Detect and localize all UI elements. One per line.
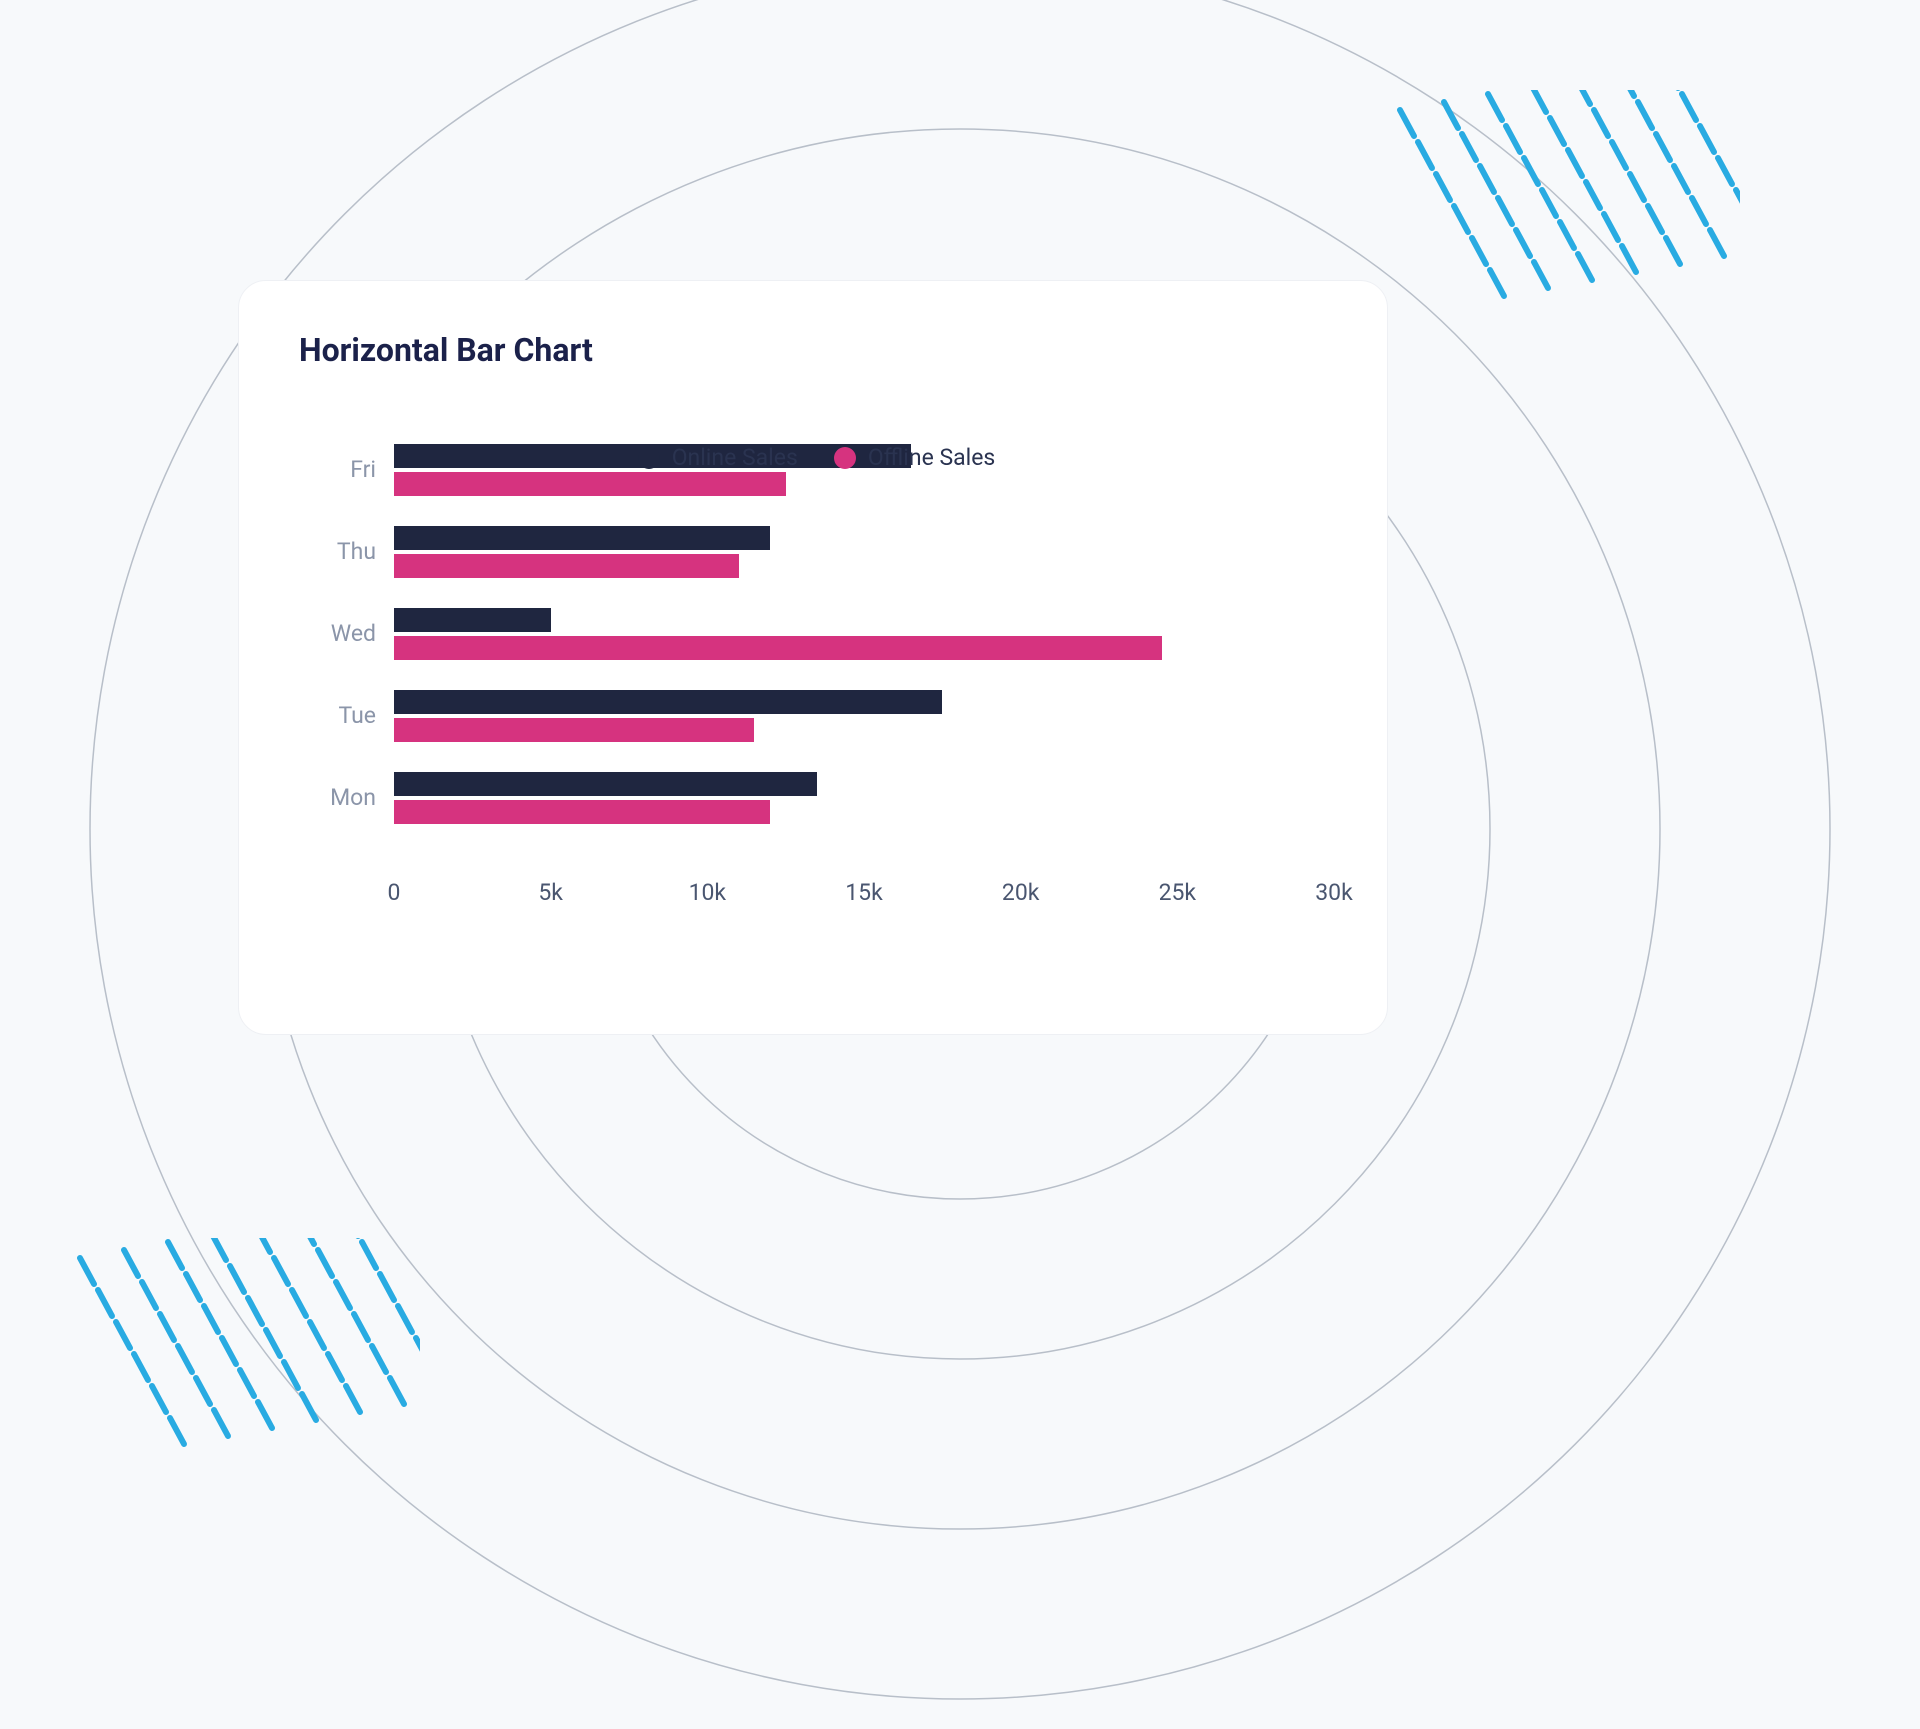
bar bbox=[394, 800, 770, 824]
bar bbox=[394, 690, 942, 714]
chart-card: Horizontal Bar Chart FriThuWedTueMon05k1… bbox=[238, 280, 1388, 1035]
x-axis-label: 20k bbox=[1002, 879, 1040, 906]
legend-label: Offline Sales bbox=[868, 444, 995, 471]
x-axis-label: 25k bbox=[1159, 879, 1197, 906]
x-axis-label: 15k bbox=[845, 879, 883, 906]
card-title: Horizontal Bar Chart bbox=[299, 331, 1327, 369]
decorative-dashes-top-right bbox=[1380, 90, 1740, 370]
bar bbox=[394, 472, 786, 496]
legend-item: Online Sales bbox=[638, 444, 798, 471]
x-axis-label: 0 bbox=[388, 879, 401, 906]
x-axis-label: 5k bbox=[538, 879, 563, 906]
y-axis-label: Tue bbox=[299, 702, 376, 729]
bar bbox=[394, 608, 551, 632]
legend-item: Offline Sales bbox=[834, 444, 995, 471]
legend-swatch-icon bbox=[638, 447, 660, 469]
y-axis-label: Wed bbox=[299, 620, 376, 647]
bar bbox=[394, 554, 739, 578]
legend-label: Online Sales bbox=[672, 444, 798, 471]
bar bbox=[394, 772, 817, 796]
bar bbox=[394, 636, 1162, 660]
y-axis-label: Thu bbox=[299, 538, 376, 565]
legend-swatch-icon bbox=[834, 447, 856, 469]
chart-legend: Online Sales Offline Sales bbox=[299, 444, 1334, 475]
y-axis-label: Mon bbox=[299, 784, 376, 811]
bar bbox=[394, 526, 770, 550]
chart-plot-area: FriThuWedTueMon05k10k15k20k25k30kOnline … bbox=[299, 444, 1334, 984]
bar bbox=[394, 718, 754, 742]
x-axis-label: 10k bbox=[689, 879, 727, 906]
x-axis-label: 30k bbox=[1315, 879, 1353, 906]
decorative-dashes-bottom-left bbox=[60, 1238, 420, 1518]
